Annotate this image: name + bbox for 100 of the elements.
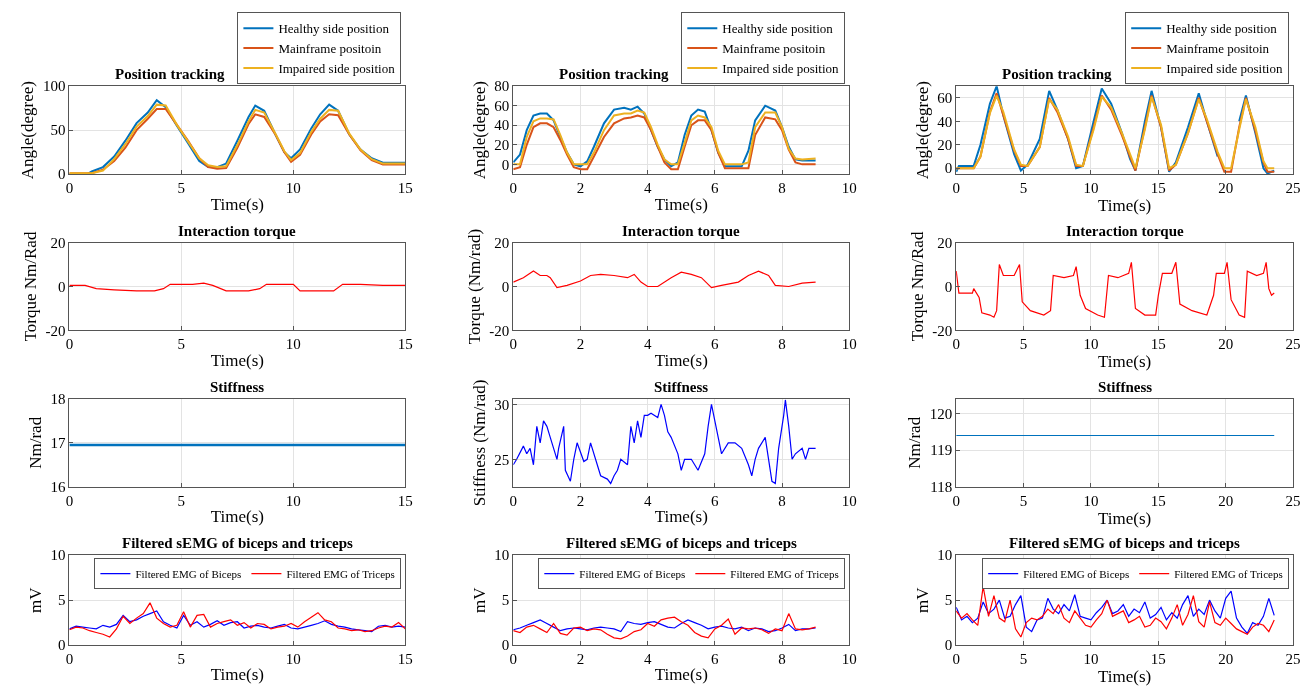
x-tick-label: 5 [1019,336,1028,353]
legend-label: Filtered EMG of Triceps [286,567,395,580]
y-axis-title: Torque (Nm/rad) [464,228,484,345]
chart-title: Interaction torque [1066,223,1184,239]
y-tick-label: 118 [930,479,953,496]
x-tick-label: 10 [285,492,301,509]
y-tick-label: 0 [944,278,953,295]
x-tick-label: 25 [1285,180,1301,197]
legend-label: Impaired side position [722,61,840,77]
y-axis-title: Angle(degree) [912,81,932,180]
x-axis-title: Time(s) [654,350,708,370]
y-tick-label: 20 [937,137,953,154]
x-tick-label: 4 [643,651,652,668]
x-axis-title: Time(s) [1098,196,1152,216]
y-axis-title: mV [25,586,45,613]
x-tick-label: 5 [177,492,186,509]
legend-label: Mainframe positoin [278,41,382,57]
y-axis-title: mV [912,586,932,613]
x-tick-label: 10 [841,180,857,197]
x-tick-label: 5 [177,180,186,197]
y-tick-label: 16 [50,479,66,496]
x-axis-title: Time(s) [654,665,708,685]
x-tick-label: 10 [285,651,301,668]
x-axis-title: Time(s) [210,665,264,685]
x-tick-label: 15 [397,336,413,353]
chart-title: Stiffness [1098,379,1153,395]
y-tick-label: 30 [494,396,510,413]
line-series [513,619,817,633]
legend-label: Filtered EMG of Triceps [1174,567,1283,580]
chart-title: Filtered sEMG of biceps and triceps [566,535,798,551]
chart-title: Stiffness [210,379,265,395]
legend-label: Impaired side position [1166,61,1283,77]
y-tick-label: 0 [501,278,510,295]
x-axis-title: Time(s) [1098,508,1152,528]
x-axis-title: Time(s) [210,194,264,214]
x-axis-title: Time(s) [210,507,264,527]
y-axis-title: Torque Nm/Rad [20,231,40,342]
line-series [69,610,406,633]
y-tick-label: 0 [944,637,953,654]
chart-title: Position tracking [1002,66,1113,82]
y-tick-label: 40 [494,117,510,134]
x-tick-label: 15 [1150,180,1166,197]
y-tick-label: 0 [57,278,66,295]
y-tick-label: 17 [50,435,66,452]
chart-title: Filtered sEMG of biceps and triceps [122,535,354,551]
x-tick-label: 6 [711,180,720,197]
x-tick-label: 6 [711,336,720,353]
chart-title: Filtered sEMG of biceps and triceps [1009,535,1241,551]
x-tick-label: 20 [1218,492,1234,509]
y-tick-label: 20 [494,234,510,251]
x-tick-label: 4 [643,180,652,197]
x-tick-label: 25 [1285,336,1301,353]
x-axis-title: Time(s) [1098,352,1152,372]
y-tick-label: 0 [501,637,510,654]
y-tick-label: -20 [45,322,66,339]
y-axis-title: Nm/rad [905,416,925,469]
x-tick-label: 15 [1150,651,1166,668]
legend-label: Filtered EMG of Biceps [1023,567,1130,580]
line-series [513,270,817,289]
y-axis-title: Stiffness (Nm/rad) [469,379,489,507]
line-series [69,282,406,292]
x-axis-title: Time(s) [1098,667,1152,687]
legend-label: Filtered EMG of Biceps [135,567,242,580]
y-tick-label: 50 [50,122,66,139]
y-tick-label: 10 [494,547,510,564]
x-tick-label: 8 [778,336,786,353]
y-tick-label: 5 [944,592,953,609]
y-tick-label: 20 [50,234,66,251]
line-series [513,399,817,485]
x-tick-label: 5 [1019,180,1028,197]
legend-label: Filtered EMG of Triceps [730,567,839,580]
x-tick-label: 5 [177,651,186,668]
x-tick-label: 2 [576,336,585,353]
y-tick-label: 0 [944,160,953,177]
x-tick-label: 10 [1083,336,1099,353]
y-axis-title: mV [469,586,489,613]
y-tick-label: -20 [489,322,510,339]
chart-title: Interaction torque [178,223,296,239]
x-tick-label: 15 [397,651,413,668]
legend-label: Filtered EMG of Biceps [579,567,686,580]
y-axis-title: Angle(degree) [18,81,38,180]
y-tick-label: 80 [494,78,510,95]
y-axis-title: Torque Nm/Rad [907,231,927,342]
x-tick-label: 10 [1083,651,1099,668]
x-tick-label: 25 [1285,492,1301,509]
y-tick-label: 100 [42,78,66,95]
x-tick-label: 2 [576,180,585,197]
x-tick-label: 10 [841,492,857,509]
legend-label: Impaired side position [278,61,396,77]
x-tick-label: 25 [1285,651,1301,668]
y-tick-label: 40 [937,113,953,130]
y-tick-label: 5 [501,592,510,609]
x-tick-label: 6 [711,651,720,668]
x-tick-label: 5 [1019,651,1028,668]
x-tick-label: 8 [778,180,786,197]
y-tick-label: 10 [50,547,66,564]
x-axis-title: Time(s) [210,350,264,370]
x-tick-label: 15 [397,492,413,509]
legend-label: Mainframe positoin [1166,41,1270,57]
x-tick-label: 4 [643,336,652,353]
